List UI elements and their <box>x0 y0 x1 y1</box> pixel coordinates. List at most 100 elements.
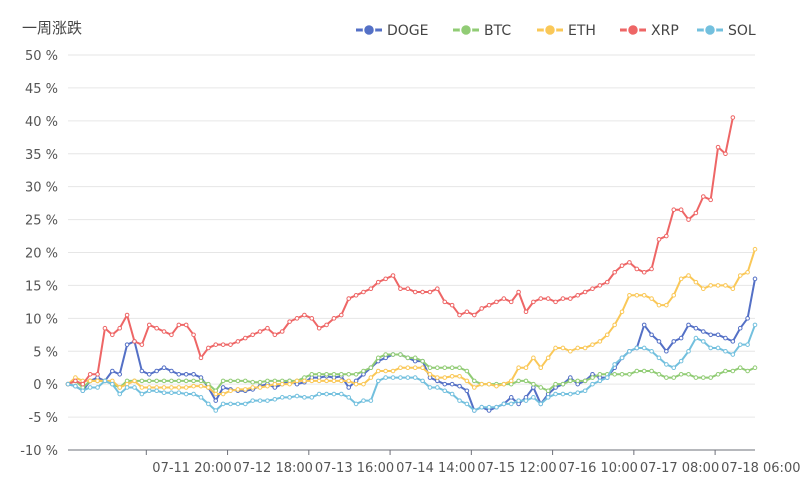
data-point[interactable] <box>412 365 418 371</box>
data-point[interactable] <box>124 385 130 390</box>
data-point[interactable] <box>220 342 226 347</box>
data-point[interactable] <box>479 306 484 311</box>
data-point[interactable] <box>508 299 514 305</box>
data-point[interactable] <box>471 312 477 318</box>
data-point[interactable] <box>361 381 366 387</box>
data-point[interactable] <box>139 385 145 390</box>
data-point[interactable] <box>715 283 721 288</box>
data-point[interactable] <box>73 383 78 389</box>
data-point[interactable] <box>627 371 632 377</box>
data-point[interactable] <box>641 292 647 298</box>
data-point[interactable] <box>65 381 71 387</box>
data-point[interactable] <box>405 365 411 371</box>
data-point[interactable] <box>708 375 713 380</box>
data-point[interactable] <box>265 378 270 384</box>
data-point[interactable] <box>95 378 100 384</box>
data-point[interactable] <box>183 385 189 390</box>
data-point[interactable] <box>117 371 123 377</box>
data-point[interactable] <box>494 383 499 389</box>
data-point[interactable] <box>627 260 632 265</box>
data-point[interactable] <box>575 345 581 351</box>
data-point[interactable] <box>449 365 455 371</box>
data-point[interactable] <box>250 332 255 338</box>
data-point[interactable] <box>664 348 669 354</box>
data-point[interactable] <box>619 355 625 361</box>
data-point[interactable] <box>339 371 344 377</box>
data-point[interactable] <box>339 378 344 384</box>
data-point[interactable] <box>220 378 226 384</box>
legend-item-doge[interactable]: DOGE <box>356 23 429 39</box>
data-point[interactable] <box>604 375 610 380</box>
data-point[interactable] <box>161 365 167 371</box>
data-point[interactable] <box>449 391 455 397</box>
data-point[interactable] <box>678 371 684 377</box>
data-point[interactable] <box>737 325 743 331</box>
data-point[interactable] <box>339 312 344 318</box>
data-point[interactable] <box>206 385 211 390</box>
data-point[interactable] <box>730 368 736 374</box>
data-point[interactable] <box>405 286 411 292</box>
data-point[interactable] <box>582 388 588 394</box>
data-point[interactable] <box>508 378 514 384</box>
data-point[interactable] <box>324 322 329 328</box>
data-point[interactable] <box>412 375 418 380</box>
data-point[interactable] <box>169 378 174 384</box>
data-point[interactable] <box>435 385 440 390</box>
data-point[interactable] <box>427 365 433 371</box>
data-point[interactable] <box>634 368 640 374</box>
data-point[interactable] <box>346 395 352 400</box>
legend[interactable]: DOGE BTC ETH XRP SOL <box>356 23 756 39</box>
data-point[interactable] <box>309 395 315 400</box>
data-point[interactable] <box>176 390 182 396</box>
data-point[interactable] <box>220 401 226 407</box>
data-point[interactable] <box>346 371 352 377</box>
data-point[interactable] <box>568 378 573 384</box>
data-point[interactable] <box>723 368 728 374</box>
data-point[interactable] <box>294 393 300 399</box>
data-point[interactable] <box>368 286 374 292</box>
data-point[interactable] <box>656 237 662 242</box>
data-point[interactable] <box>198 355 204 361</box>
data-point[interactable] <box>671 292 677 298</box>
data-point[interactable] <box>442 299 448 305</box>
data-point[interactable] <box>73 378 78 384</box>
data-point[interactable] <box>538 401 544 407</box>
data-point[interactable] <box>464 401 470 407</box>
data-point[interactable] <box>176 371 182 377</box>
data-point[interactable] <box>309 371 315 377</box>
data-point[interactable] <box>257 398 263 403</box>
data-point[interactable] <box>353 381 359 387</box>
data-point[interactable] <box>686 273 691 278</box>
data-point[interactable] <box>523 398 529 403</box>
data-point[interactable] <box>730 286 736 292</box>
data-point[interactable] <box>508 395 514 400</box>
data-point[interactable] <box>656 355 662 361</box>
data-point[interactable] <box>464 378 470 384</box>
data-point[interactable] <box>501 401 507 407</box>
data-point[interactable] <box>228 378 233 384</box>
data-point[interactable] <box>575 378 581 384</box>
data-point[interactable] <box>531 395 536 400</box>
data-point[interactable] <box>102 378 108 384</box>
data-point[interactable] <box>457 383 462 389</box>
data-point[interactable] <box>449 381 455 387</box>
data-point[interactable] <box>553 299 558 305</box>
data-point[interactable] <box>242 387 248 392</box>
data-point[interactable] <box>235 339 241 344</box>
data-point[interactable] <box>568 348 573 354</box>
data-point[interactable] <box>730 339 736 344</box>
data-point[interactable] <box>700 339 706 344</box>
data-point[interactable] <box>183 371 189 377</box>
data-point[interactable] <box>139 378 145 384</box>
data-point[interactable] <box>612 371 617 377</box>
data-point[interactable] <box>723 335 728 341</box>
data-point[interactable] <box>235 387 241 392</box>
data-point[interactable] <box>545 296 551 301</box>
data-point[interactable] <box>523 309 529 315</box>
data-point[interactable] <box>117 385 123 390</box>
data-point[interactable] <box>708 332 713 338</box>
data-point[interactable] <box>464 388 470 394</box>
data-point[interactable] <box>154 378 159 384</box>
data-point[interactable] <box>287 319 292 324</box>
data-point[interactable] <box>124 312 130 318</box>
